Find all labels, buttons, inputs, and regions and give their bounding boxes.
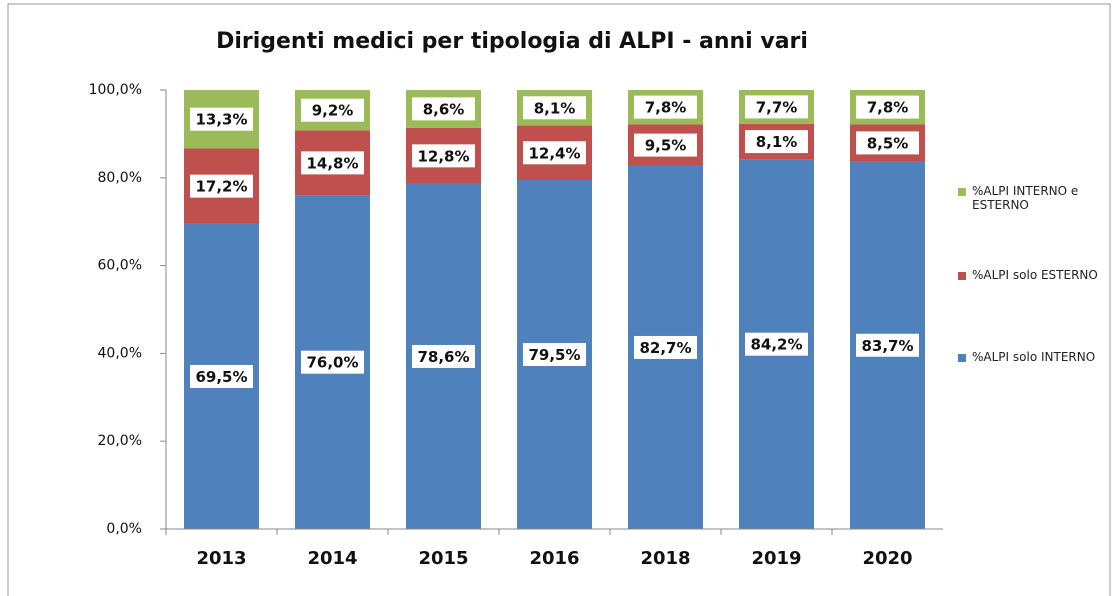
legend-label: %ALPI INTERNO e ESTERNO bbox=[972, 184, 1079, 212]
value-label-box bbox=[409, 141, 478, 171]
legend-label: %ALPI solo INTERNO bbox=[972, 350, 1096, 364]
value-label: 76,0% bbox=[306, 354, 358, 372]
value-label-box bbox=[853, 128, 922, 158]
value-label-box bbox=[742, 329, 811, 359]
x-tick-label: 2015 bbox=[418, 548, 468, 569]
value-label-box bbox=[742, 92, 811, 122]
value-label-box bbox=[853, 330, 922, 360]
value-label: 8,6% bbox=[423, 100, 465, 118]
value-label-box bbox=[187, 361, 256, 391]
chart-frame bbox=[7, 3, 1111, 596]
value-label-box bbox=[631, 130, 700, 160]
value-label-box bbox=[742, 127, 811, 157]
x-tick-label: 2016 bbox=[529, 548, 579, 569]
value-label-box bbox=[631, 332, 700, 362]
y-tick-label: 60,0% bbox=[98, 258, 142, 274]
value-label-box bbox=[187, 171, 256, 201]
legend-swatch bbox=[958, 272, 966, 280]
value-label: 9,5% bbox=[645, 137, 687, 155]
value-label: 7,8% bbox=[645, 99, 687, 117]
legend-entry: %ALPI INTERNO e ESTERNO bbox=[958, 184, 1108, 212]
value-label: 79,5% bbox=[528, 346, 580, 364]
value-label-box bbox=[853, 92, 922, 122]
value-label-box bbox=[520, 339, 589, 369]
y-tick-label: 100,0% bbox=[89, 82, 142, 98]
value-label: 14,8% bbox=[306, 154, 358, 172]
value-label-box bbox=[520, 93, 589, 123]
value-label-box bbox=[298, 148, 367, 178]
value-label: 17,2% bbox=[195, 178, 247, 196]
value-label: 13,3% bbox=[195, 111, 247, 129]
value-label-box bbox=[409, 94, 478, 124]
y-tick-label: 80,0% bbox=[98, 170, 142, 186]
x-tick-label: 2020 bbox=[862, 548, 912, 569]
value-label: 12,4% bbox=[528, 144, 580, 162]
value-label-box bbox=[631, 92, 700, 122]
value-label-box bbox=[298, 347, 367, 377]
x-tick-label: 2019 bbox=[751, 548, 801, 569]
legend-entry: %ALPI solo ESTERNO bbox=[958, 268, 1108, 282]
value-label: 78,6% bbox=[417, 348, 469, 366]
value-label-box bbox=[520, 138, 589, 168]
value-label-box bbox=[298, 95, 367, 125]
legend-label: %ALPI solo ESTERNO bbox=[972, 268, 1098, 282]
value-label: 7,7% bbox=[756, 98, 798, 116]
value-label-box bbox=[409, 341, 478, 371]
x-tick-label: 2018 bbox=[640, 548, 690, 569]
y-tick-label: 20,0% bbox=[98, 433, 142, 449]
legend-swatch bbox=[958, 354, 966, 362]
value-label: 8,1% bbox=[756, 133, 798, 151]
value-label: 8,1% bbox=[534, 99, 576, 117]
value-label: 69,5% bbox=[195, 368, 247, 386]
legend-swatch bbox=[958, 188, 966, 196]
value-label: 84,2% bbox=[750, 336, 802, 354]
value-label: 7,8% bbox=[867, 99, 909, 117]
value-label: 9,2% bbox=[312, 102, 354, 120]
y-tick-label: 40,0% bbox=[98, 345, 142, 361]
value-label-box bbox=[187, 104, 256, 134]
legend-entry: %ALPI solo INTERNO bbox=[958, 350, 1108, 364]
value-label: 82,7% bbox=[639, 339, 691, 357]
chart-title: Dirigenti medici per tipologia di ALPI -… bbox=[216, 29, 808, 54]
x-tick-label: 2013 bbox=[196, 548, 246, 569]
value-label: 83,7% bbox=[861, 337, 913, 355]
y-tick-label: 0,0% bbox=[106, 521, 142, 537]
x-tick-label: 2014 bbox=[307, 548, 357, 569]
value-label: 8,5% bbox=[867, 134, 909, 152]
value-label: 12,8% bbox=[417, 147, 469, 165]
